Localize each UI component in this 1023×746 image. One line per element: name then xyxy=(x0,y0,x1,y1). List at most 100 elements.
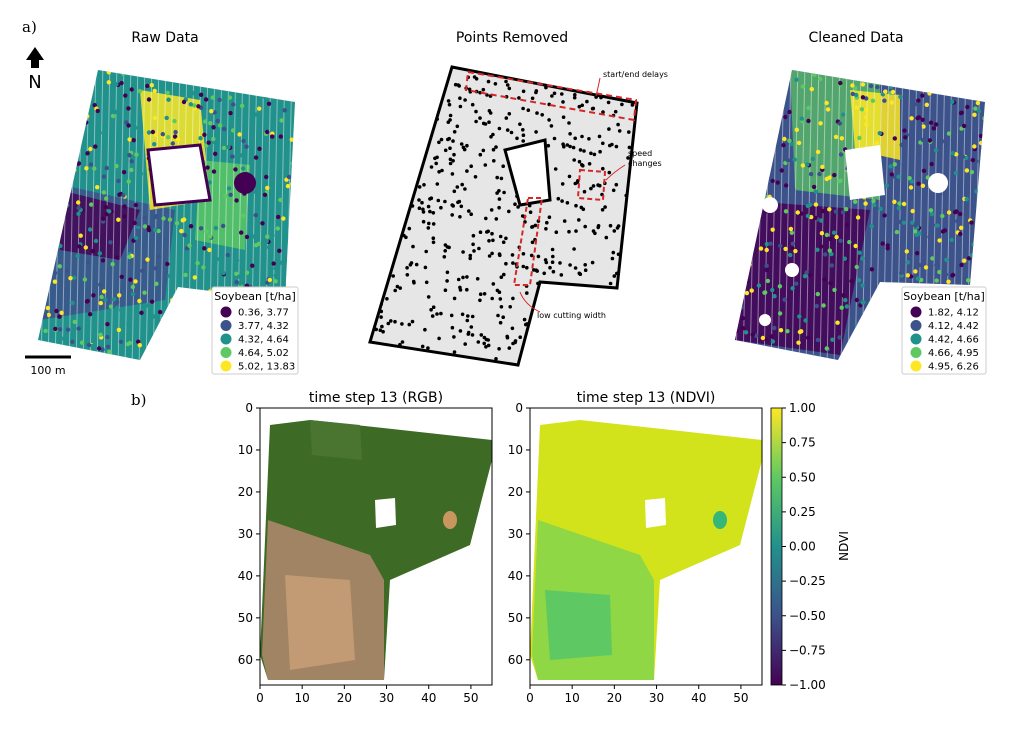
yield-point xyxy=(375,173,380,177)
yield-point xyxy=(264,174,269,180)
yield-point xyxy=(447,136,452,141)
yield-point xyxy=(782,136,787,142)
yield-point xyxy=(423,265,428,270)
yield-point xyxy=(431,211,436,215)
yield-point xyxy=(551,269,556,274)
yield-point xyxy=(548,265,552,270)
yield-point xyxy=(808,272,813,278)
yield-point xyxy=(146,130,152,135)
yield-point xyxy=(572,330,576,335)
yield-point xyxy=(411,120,416,125)
yield-point xyxy=(543,258,548,262)
yield-point xyxy=(154,214,159,219)
yield-point xyxy=(469,164,474,168)
yield-point xyxy=(495,175,500,180)
yield-point xyxy=(281,63,285,67)
yield-point xyxy=(892,199,897,204)
yield-point xyxy=(587,162,592,166)
yield-point xyxy=(615,319,619,324)
yield-point xyxy=(106,70,112,75)
yield-point xyxy=(149,299,155,304)
colorbar-tick-label: 0.75 xyxy=(789,436,816,450)
yield-point xyxy=(559,273,564,277)
yield-point xyxy=(190,91,196,96)
yield-point xyxy=(451,139,455,143)
yield-point xyxy=(739,115,744,121)
yield-point xyxy=(596,224,601,228)
yield-point xyxy=(123,93,128,98)
yield-point xyxy=(817,171,822,177)
yield-point xyxy=(439,311,443,316)
yield-point xyxy=(146,225,151,230)
yield-point xyxy=(760,335,766,341)
yield-point xyxy=(591,184,596,188)
yield-point xyxy=(595,289,600,294)
yield-point xyxy=(837,121,842,126)
yield-point xyxy=(608,281,613,286)
yield-point xyxy=(772,294,777,299)
yield-point xyxy=(443,249,448,253)
y-tick-label: 10 xyxy=(508,443,523,457)
yield-point xyxy=(854,323,859,328)
yield-point xyxy=(964,197,969,202)
yield-point xyxy=(880,301,885,307)
yield-point xyxy=(241,213,246,218)
yield-point xyxy=(424,280,429,285)
figure-label-b: b) xyxy=(131,391,146,409)
yield-point xyxy=(829,251,834,257)
yield-point xyxy=(630,199,635,203)
yield-point xyxy=(93,238,99,244)
yield-point xyxy=(449,313,454,318)
yield-point xyxy=(483,163,488,167)
yield-point xyxy=(909,274,914,279)
yield-point xyxy=(72,275,77,280)
yield-point xyxy=(443,243,448,247)
yield-point xyxy=(597,353,601,358)
yield-point xyxy=(251,234,256,239)
yield-point xyxy=(411,244,415,249)
yield-point xyxy=(638,316,642,320)
yield-point xyxy=(389,319,393,323)
yield-point xyxy=(759,346,764,351)
yield-point xyxy=(100,258,106,263)
yield-point xyxy=(958,231,963,237)
yield-point xyxy=(763,114,768,120)
legend-swatch xyxy=(220,347,232,358)
yield-point xyxy=(630,103,635,107)
yield-point xyxy=(202,311,208,317)
yield-point xyxy=(497,252,502,256)
track-line xyxy=(145,70,153,360)
yield-point xyxy=(262,192,268,197)
yield-point xyxy=(471,233,476,238)
yield-point xyxy=(376,270,380,274)
yield-point xyxy=(431,240,436,245)
yield-point xyxy=(400,200,404,205)
yield-point xyxy=(152,88,157,94)
yield-point xyxy=(949,237,954,243)
yield-point xyxy=(385,297,389,301)
yield-point xyxy=(873,258,878,263)
yield-point xyxy=(615,306,619,311)
yield-point xyxy=(117,293,122,298)
yield-point xyxy=(837,178,842,184)
yield-point xyxy=(810,156,815,162)
yield-point xyxy=(978,146,984,151)
yield-point xyxy=(440,75,445,79)
yield-point xyxy=(115,255,120,260)
yield-point xyxy=(211,136,216,142)
raw-legend-box xyxy=(211,286,299,375)
yield-point xyxy=(276,214,281,220)
ndvi-plot-title: time step 13 (NDVI) xyxy=(577,390,716,406)
yield-point xyxy=(498,320,503,325)
yield-point xyxy=(972,269,977,274)
yield-point xyxy=(122,204,127,209)
yield-point xyxy=(890,89,896,95)
yield-point xyxy=(389,174,394,179)
rgb-field-hole xyxy=(375,498,396,528)
yield-point xyxy=(638,282,642,286)
yield-point xyxy=(850,70,856,75)
yield-point xyxy=(119,274,125,279)
yield-point xyxy=(62,158,68,163)
yield-point xyxy=(65,327,71,332)
yield-point xyxy=(421,139,426,144)
